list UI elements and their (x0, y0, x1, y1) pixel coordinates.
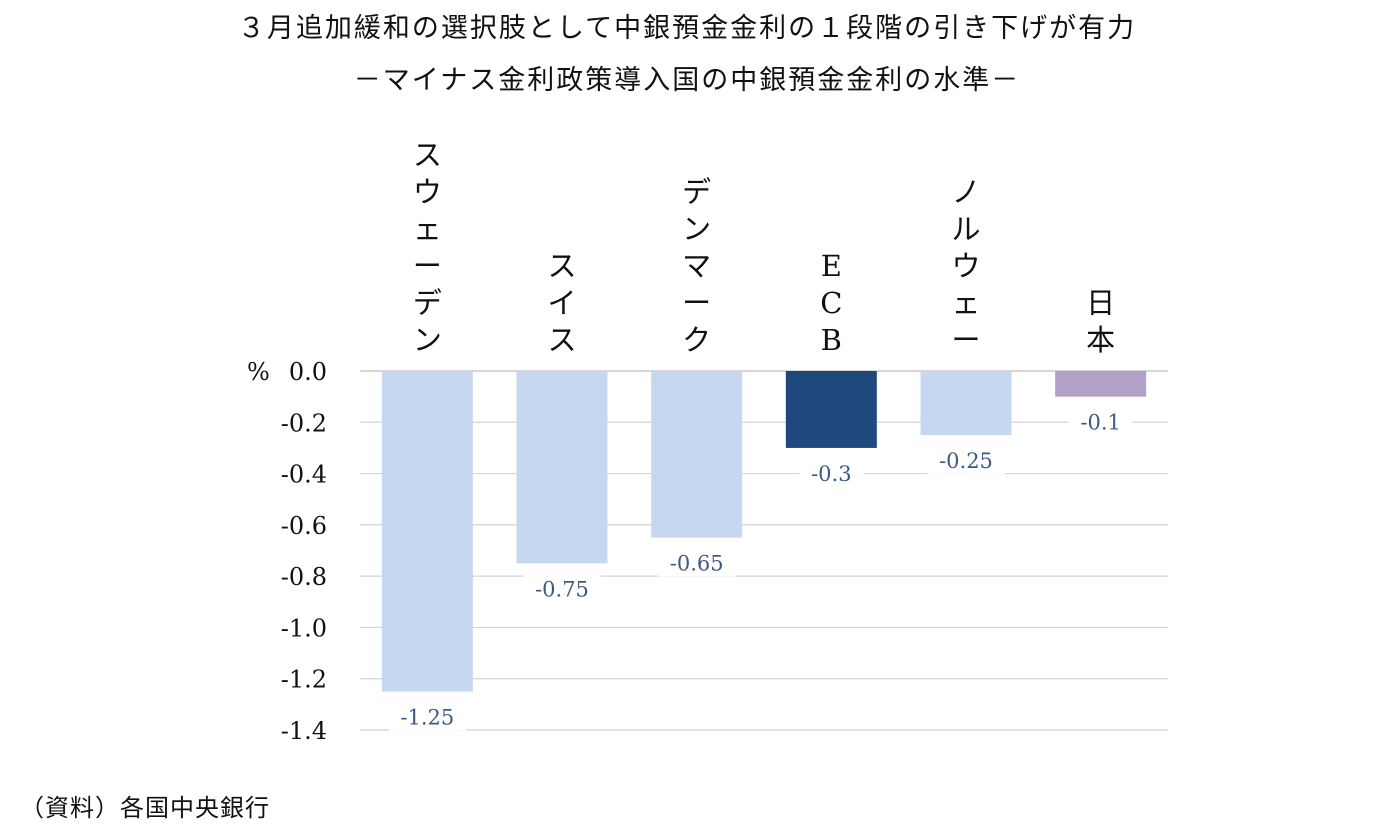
y-tick-label: -0.6 (281, 512, 327, 540)
y-tick-label: -1.4 (281, 717, 327, 745)
data-label-backdrop (799, 458, 864, 487)
data-label-backdrop (388, 702, 466, 731)
data-label-backdrop (927, 446, 1005, 475)
data-label: -1.25 (400, 706, 454, 730)
y-axis-unit-label: % (247, 358, 270, 386)
source-note: （資料）各国中央銀行 (20, 794, 270, 822)
bar (1055, 371, 1147, 397)
data-label-backdrop (658, 548, 736, 577)
data-label-backdrop (523, 574, 601, 603)
data-label: -0.1 (1080, 411, 1121, 435)
y-tick-label: 0.0 (289, 358, 327, 386)
bar (651, 371, 743, 538)
y-tick-label: -0.8 (281, 563, 327, 591)
category-label: 日本 (1086, 286, 1115, 357)
data-label: -0.75 (535, 577, 589, 601)
category-label: ノルウェー (951, 175, 980, 357)
chart-subtitle: －マイナス金利政策導入国の中銀預金金利の水準－ (353, 65, 1021, 96)
category-label: スウェーデン (413, 138, 442, 357)
y-tick-label: -0.4 (281, 461, 327, 489)
category-label: デンマーク (682, 175, 711, 357)
bar (920, 371, 1012, 436)
data-label: -0.3 (811, 462, 852, 486)
data-label: -0.25 (939, 449, 993, 473)
data-label: -0.65 (670, 552, 724, 576)
y-tick-label: -1.2 (281, 666, 327, 694)
y-tick-label: -0.2 (281, 409, 327, 437)
bar (785, 371, 877, 448)
bar (516, 371, 608, 564)
y-tick-label: -1.0 (281, 614, 327, 642)
category-label: スイス (547, 249, 576, 357)
data-label-backdrop (1068, 407, 1133, 436)
chart-title: ３月追加緩和の選択肢として中銀預金金利の１段階の引き下げが有力 (237, 13, 1137, 44)
bar (381, 371, 473, 692)
